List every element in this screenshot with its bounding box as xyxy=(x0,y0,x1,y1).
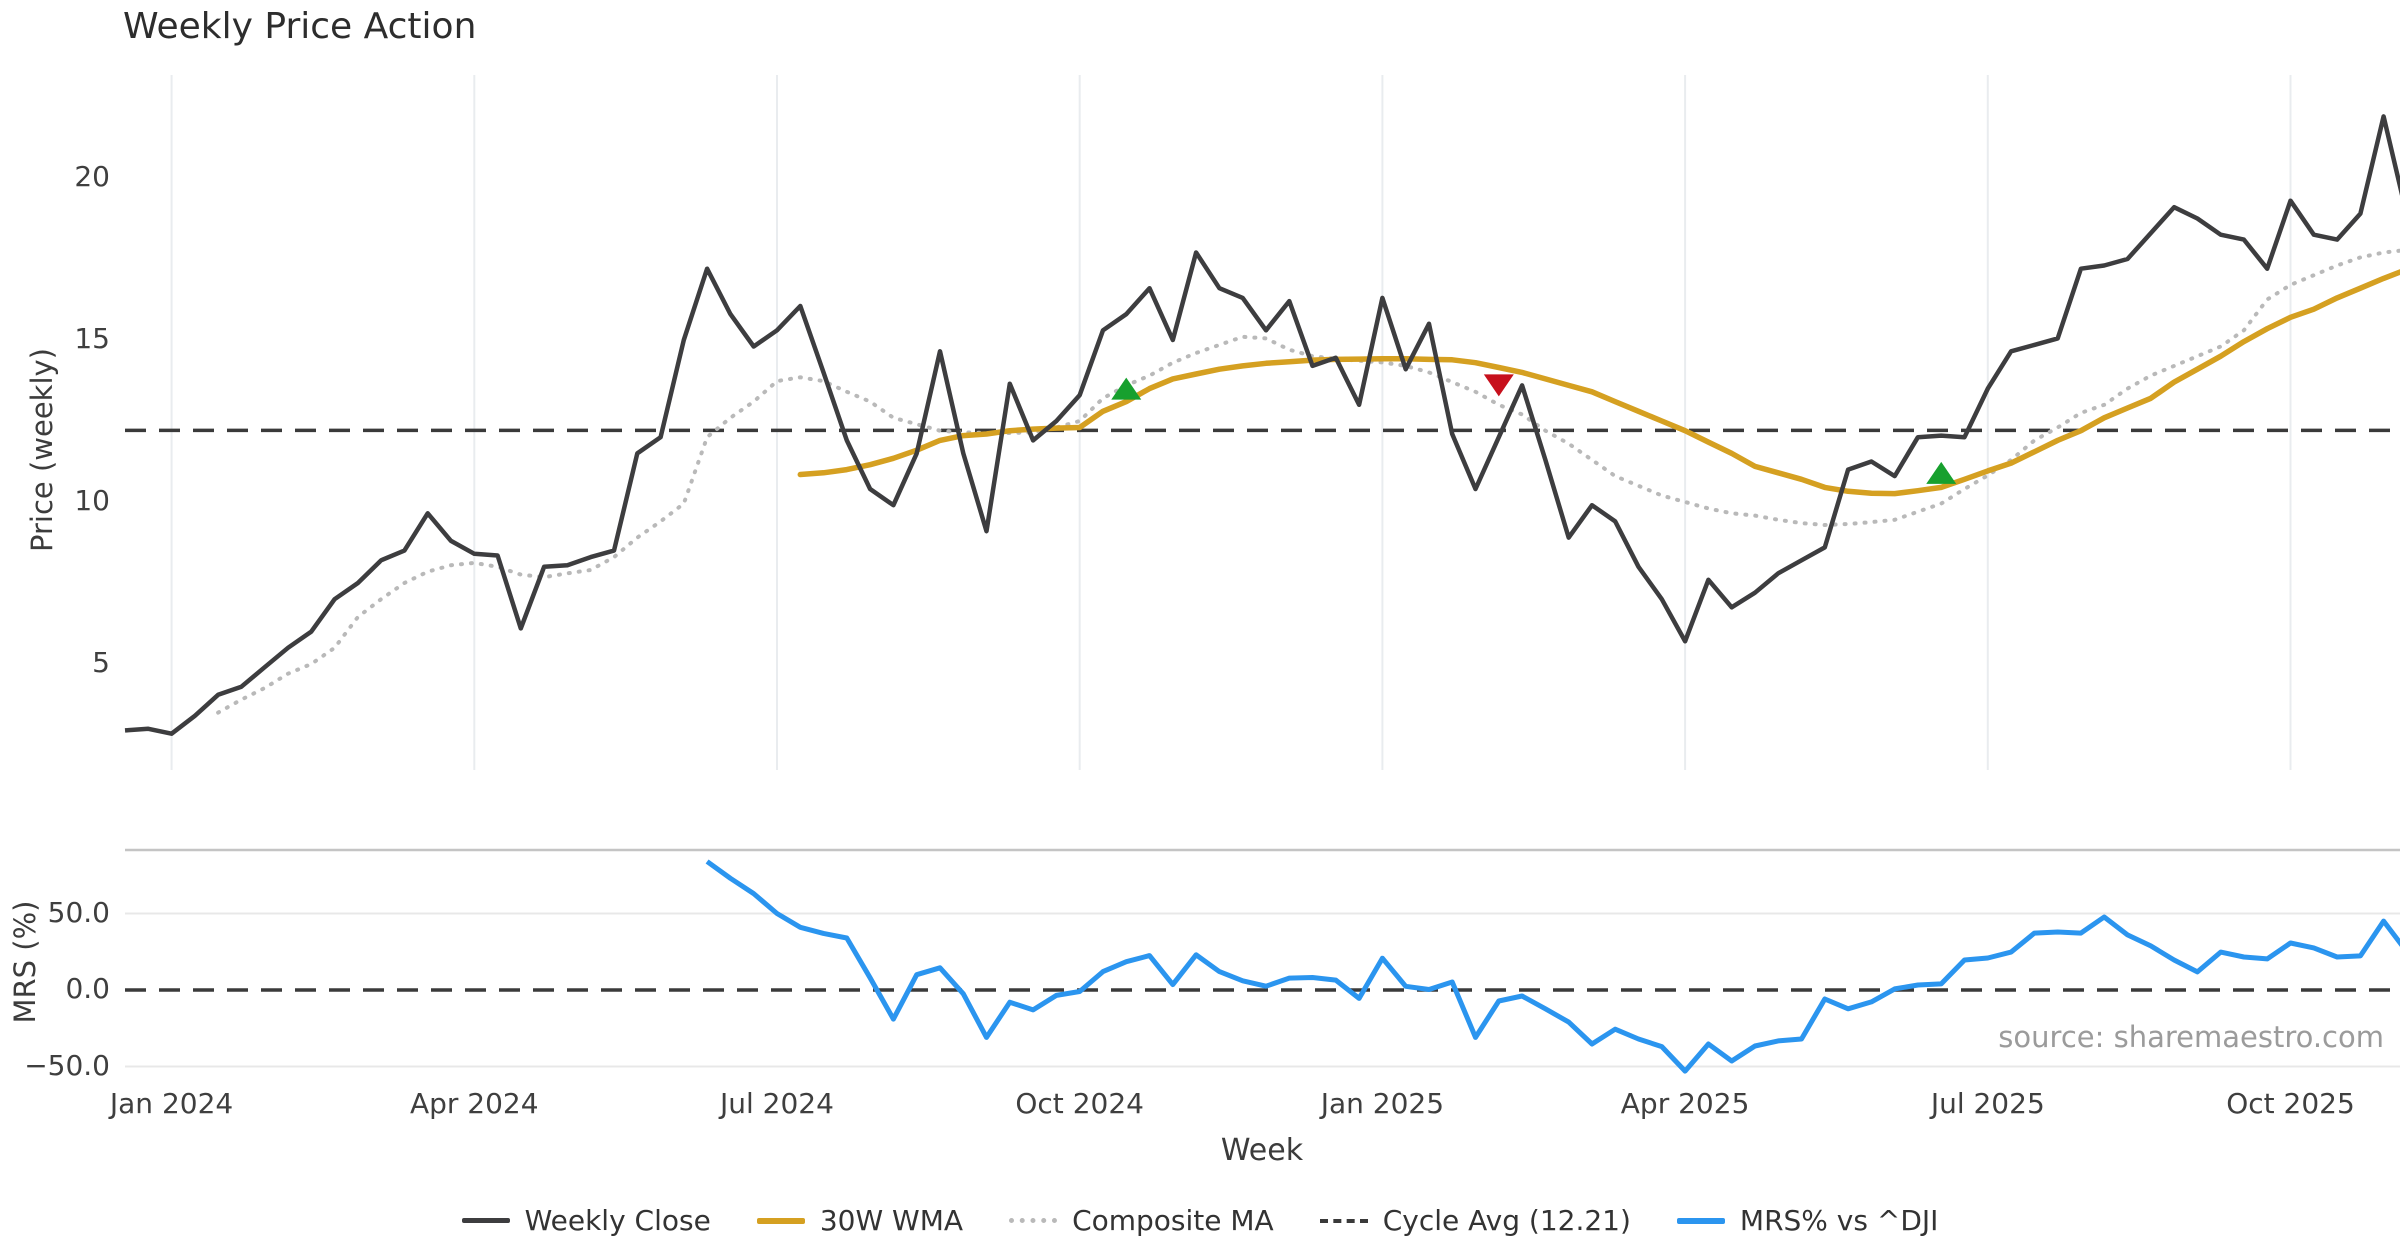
legend-item-cycle-avg: Cycle Avg (12.21) xyxy=(1319,1204,1631,1237)
x-tick-label: Jan 2025 xyxy=(1320,1087,1445,1120)
x-axis-label: Week xyxy=(1220,1133,1304,1168)
x-tick-label: Oct 2025 xyxy=(2226,1087,2355,1120)
sell-marker-icon xyxy=(1483,374,1514,397)
page-title: Weekly Price Action xyxy=(123,6,477,47)
source-watermark: source: sharemaestro.com xyxy=(1998,1020,2384,1054)
legend-item-composite-ma: Composite MA xyxy=(1009,1204,1274,1237)
mrs-ytick-label: 0.0 xyxy=(65,972,110,1005)
price-ytick-label: 20 xyxy=(74,160,110,193)
mrs-swatch-icon xyxy=(1676,1217,1725,1224)
cycle-avg-swatch-icon xyxy=(1319,1218,1368,1223)
legend-item-weekly-close: Weekly Close xyxy=(461,1204,711,1237)
price-ytick-label: 10 xyxy=(74,484,110,517)
x-tick-label: Jul 2024 xyxy=(719,1087,834,1120)
buy-marker-icon xyxy=(1111,377,1142,400)
x-tick-label: Apr 2025 xyxy=(1620,1087,1750,1120)
legend-label: Weekly Close xyxy=(524,1204,711,1237)
legend-item-mrs: MRS% vs ^DJI xyxy=(1676,1204,1939,1237)
legend: Weekly Close 30W WMA Composite MA Cycle … xyxy=(0,1204,2400,1237)
mrs-ytick-label: −50.0 xyxy=(24,1048,110,1082)
weekly-close-swatch-icon xyxy=(461,1218,510,1223)
price-ytick-label: 15 xyxy=(74,322,110,355)
x-tick-label: Apr 2024 xyxy=(409,1087,539,1120)
x-tick-label: Jul 2025 xyxy=(1930,1087,2045,1120)
price-axis-label: Price (weekly) xyxy=(25,347,59,553)
price-ytick-label: 5 xyxy=(92,646,110,679)
legend-label: Composite MA xyxy=(1072,1204,1274,1237)
composite-ma-swatch-icon xyxy=(1009,1218,1058,1223)
buy-marker-icon xyxy=(1926,461,1957,484)
legend-label: 30W WMA xyxy=(819,1204,964,1237)
legend-label: MRS% vs ^DJI xyxy=(1739,1204,1939,1237)
mrs-ytick-label: 50.0 xyxy=(47,895,110,929)
x-tick-label: Oct 2024 xyxy=(1015,1087,1144,1120)
legend-label: Cycle Avg (12.21) xyxy=(1382,1204,1631,1237)
wma-swatch-icon xyxy=(756,1217,805,1224)
legend-item-30w-wma: 30W WMA xyxy=(756,1204,964,1237)
x-tick-label: Jan 2024 xyxy=(109,1087,234,1120)
